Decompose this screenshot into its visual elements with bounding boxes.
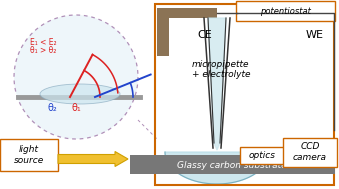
Bar bbox=[130, 155, 335, 174]
Circle shape bbox=[14, 15, 138, 139]
Text: CE: CE bbox=[198, 30, 212, 40]
Text: Glassy carbon substrate: Glassy carbon substrate bbox=[177, 160, 287, 170]
Text: light
source: light source bbox=[14, 145, 44, 165]
FancyBboxPatch shape bbox=[236, 1, 335, 21]
Bar bbox=[155, 4, 334, 185]
FancyArrow shape bbox=[58, 152, 128, 167]
Text: θ₂: θ₂ bbox=[47, 103, 57, 113]
Polygon shape bbox=[208, 18, 226, 150]
Ellipse shape bbox=[40, 84, 120, 104]
Text: potentiostat: potentiostat bbox=[260, 6, 311, 15]
Bar bbox=[157, 8, 169, 56]
Text: E₁ < E₂: E₁ < E₂ bbox=[30, 38, 57, 47]
Text: micropipette
+ electrolyte: micropipette + electrolyte bbox=[192, 60, 251, 79]
FancyBboxPatch shape bbox=[240, 147, 285, 164]
Polygon shape bbox=[165, 152, 269, 184]
Text: θ₁: θ₁ bbox=[71, 103, 81, 113]
Text: θ₁ > θ₂: θ₁ > θ₂ bbox=[30, 46, 56, 55]
FancyBboxPatch shape bbox=[283, 138, 337, 167]
Text: WE: WE bbox=[306, 30, 324, 40]
Text: optics: optics bbox=[248, 152, 276, 160]
Bar bbox=[157, 8, 217, 18]
Text: CCD
camera: CCD camera bbox=[293, 142, 327, 162]
FancyBboxPatch shape bbox=[0, 139, 58, 171]
